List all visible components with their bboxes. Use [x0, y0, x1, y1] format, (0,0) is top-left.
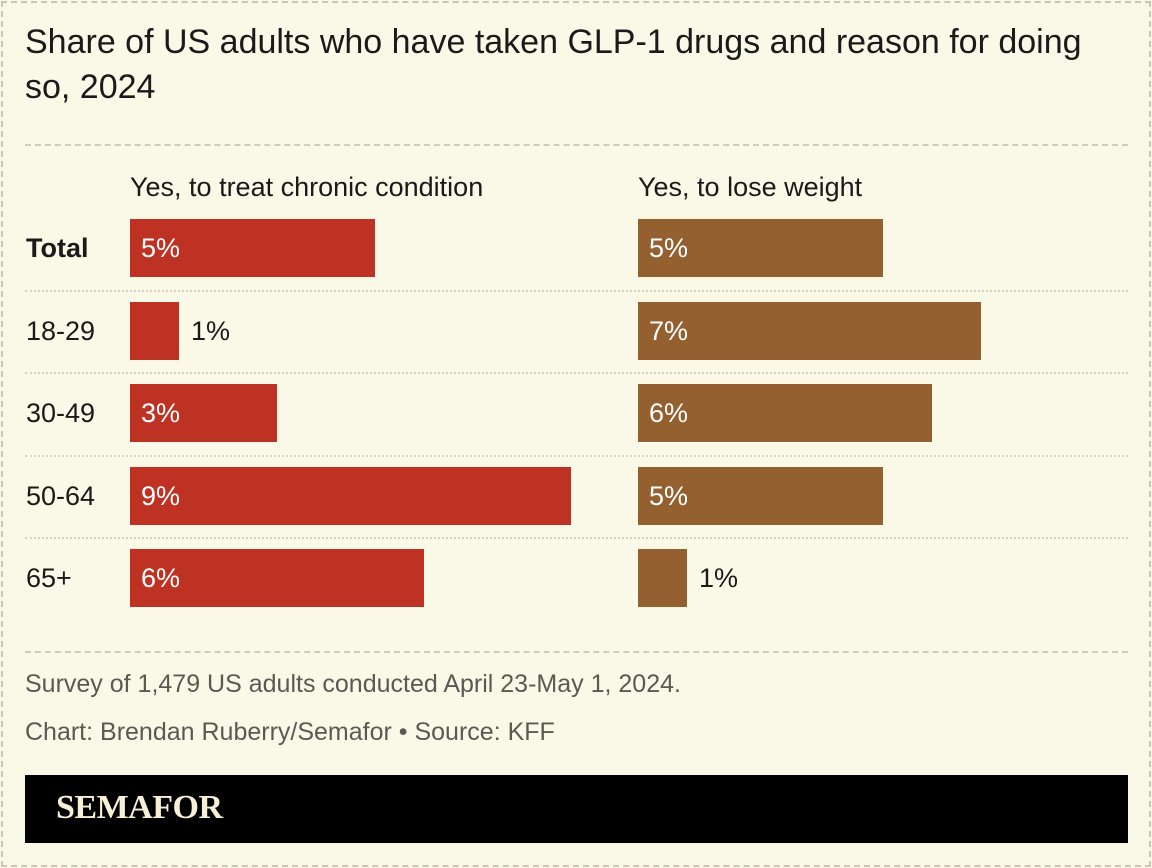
data-label: 5%: [649, 480, 689, 511]
bar: [130, 219, 375, 277]
brand-bar: SEMAFOR: [25, 775, 1128, 843]
category-label: 65+: [26, 563, 72, 593]
data-label: 1%: [191, 315, 231, 346]
chart-title: Share of US adults who have taken GLP-1 …: [25, 23, 1082, 106]
bar: [130, 384, 277, 442]
row-separator: [25, 372, 1128, 374]
series-header-chronic: Yes, to treat chronic condition: [130, 172, 484, 202]
row-separator: [25, 454, 1128, 457]
bar: [638, 384, 932, 442]
data-label: 6%: [649, 398, 689, 428]
data-label: 3%: [141, 398, 181, 428]
data-label: 7%: [649, 315, 689, 346]
bar: [130, 466, 571, 525]
semafor-logo: SEMAFOR: [56, 789, 223, 826]
category-label: 18-29: [26, 315, 96, 346]
data-label: 1%: [699, 563, 739, 593]
footer-divider: [25, 651, 1128, 653]
row-separator: [25, 537, 1128, 539]
row-separator: [25, 289, 1128, 292]
data-label: 6%: [141, 563, 181, 593]
bar: [130, 549, 424, 607]
data-label: 5%: [649, 233, 689, 263]
category-label: 30-49: [26, 398, 96, 428]
survey-note: Survey of 1,479 US adults conducted Apri…: [25, 670, 681, 698]
credit-line: Chart: Brendan Ruberry/Semafor • Source:…: [25, 718, 555, 746]
bar: [638, 549, 687, 607]
bar: [130, 301, 179, 360]
data-label: 5%: [141, 233, 181, 263]
bar: [638, 301, 981, 360]
bar: [638, 466, 883, 525]
title-divider: [25, 144, 1128, 146]
bar: [638, 219, 883, 277]
series-header-weight: Yes, to lose weight: [638, 172, 863, 202]
data-label: 9%: [141, 480, 181, 511]
category-label: 50-64: [26, 480, 96, 511]
category-label: Total: [26, 233, 89, 263]
